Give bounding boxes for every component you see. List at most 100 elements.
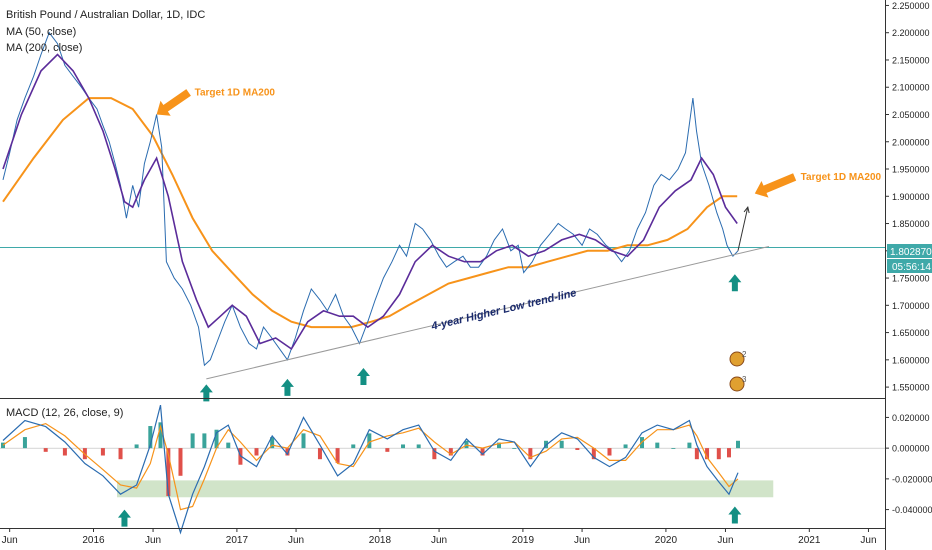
price-tick-label: 1.650000 [892, 328, 930, 338]
annotation-arrow [156, 89, 191, 116]
badge-count: 2 [742, 350, 747, 359]
macd-hist-bar [448, 448, 453, 456]
time-tick-label: 2016 [82, 535, 105, 546]
macd-hist-bar [575, 448, 580, 450]
time-tick-label: 2017 [226, 535, 249, 546]
price-pane: 2.250000 2.200000 2.150000 2.100000 2.050000… [0, 1, 932, 402]
price-tick-label: 1.550000 [892, 383, 930, 393]
macd-hist-bar [317, 448, 322, 460]
macd-hist-bar [285, 448, 290, 456]
up-arrow-icon [199, 384, 213, 402]
ma50-label: MA (50, close) [6, 26, 76, 38]
macd-hist-bar [623, 444, 628, 449]
price-header: British Pound / Australian Dollar, 1D, I… [6, 9, 205, 54]
macd-hist-bar [671, 448, 676, 449]
current-price-marker: 1.802870 05:56:14 [887, 244, 932, 273]
up-arrow-icon [728, 506, 742, 524]
price-tick-label: 1.950000 [892, 165, 930, 175]
price-tick-label: 1.900000 [892, 192, 930, 202]
annotation-label: Target 1D MA200 [801, 172, 882, 183]
macd-hist-bar [705, 448, 710, 460]
time-tick-label: Jun [574, 535, 590, 546]
macd-hist-bar [694, 448, 699, 460]
current-price-badge [887, 244, 932, 258]
up-arrow-icon [117, 509, 131, 527]
macd-hist-bar [158, 422, 163, 449]
up-arrow-icon [356, 368, 370, 386]
countdown: 05:56:14 [892, 262, 931, 273]
macd-tick-label: -0.040000 [892, 505, 932, 515]
macd-pane: 0.020000 0.000000 -0.020000 -0.040000 MACD … [0, 404, 932, 535]
macd-support-zone [117, 480, 774, 498]
macd-hist-bar [432, 448, 437, 460]
macd-hist-bar [385, 448, 390, 452]
projection-line [737, 207, 749, 251]
macd-up-arrows [117, 506, 742, 527]
chart-title: British Pound / Australian Dollar, 1D, I… [6, 9, 205, 21]
macd-hist-bar [301, 433, 306, 449]
price-tick-label: 2.050000 [892, 110, 930, 120]
macd-title: MACD (12, 26, close, 9) [6, 407, 123, 419]
macd-hist-bar [226, 442, 231, 449]
price-tick-label: 2.200000 [892, 28, 930, 38]
macd-hist-bar [335, 448, 340, 463]
price-tick-label: 1.700000 [892, 301, 930, 311]
macd-hist-bar [270, 437, 275, 449]
time-tick-label: 2021 [798, 535, 821, 546]
macd-hist-bar [512, 448, 517, 449]
trendline [206, 245, 770, 380]
macd-line [2, 404, 739, 535]
price-tick-label: 2.150000 [892, 55, 930, 65]
current-price: 1.802870 [890, 247, 932, 258]
macd-hist-bar [687, 442, 692, 449]
macd-hist-bar [655, 442, 660, 449]
time-tick-label: 2019 [512, 535, 535, 546]
badge-count: 3 [742, 375, 747, 384]
ma50-line [2, 53, 738, 351]
badge-icon[interactable] [729, 376, 745, 392]
macd-tick-label: 0.000000 [892, 444, 930, 454]
event-badges[interactable]: 2 3 [729, 350, 747, 392]
projection-arrow [737, 206, 750, 251]
annotation-label: Target 1D MA200 [195, 87, 276, 98]
macd-hist-bar [118, 448, 123, 460]
macd-hist-bar [166, 448, 171, 497]
price-series-line [2, 31, 739, 367]
macd-hist-bar [591, 448, 596, 460]
annotations: Target 1D MA200 Target 1D MA200 [156, 87, 882, 198]
macd-hist-bar [528, 448, 533, 460]
price-tick-label: 2.000000 [892, 137, 930, 147]
macd-hist-bar [100, 448, 105, 456]
time-tick-label: Jun [2, 535, 18, 546]
macd-hist-bar [134, 444, 139, 449]
macd-hist-bar [607, 448, 612, 456]
macd-hist-bar [716, 448, 721, 460]
time-tick-label: Jun [288, 535, 304, 546]
time-tick-label: Jun [145, 535, 161, 546]
price-tick-label: 1.850000 [892, 219, 930, 229]
time-tick-label: Jun [431, 535, 447, 546]
macd-hist-bar [43, 448, 48, 452]
badge-icon[interactable] [729, 351, 745, 367]
ma200-line [2, 97, 738, 329]
macd-tick-label: 0.020000 [892, 413, 930, 423]
macd-hist-bar [178, 448, 183, 476]
time-tick-label: 2018 [369, 535, 392, 546]
time-tick-label: Jun [860, 535, 876, 546]
macd-axis-ticks: 0.020000 0.000000 -0.020000 -0.040000 [885, 413, 932, 515]
trendline-label: 4-year Higher Low trend-line [429, 287, 577, 333]
price-up-arrows [199, 274, 742, 402]
annotation-arrow [754, 173, 797, 198]
price-tick-label: 1.750000 [892, 274, 930, 284]
macd-tick-label: -0.020000 [892, 474, 932, 484]
macd-hist-bar [62, 448, 67, 456]
time-tick-label: 2020 [655, 535, 678, 546]
macd-signal-line [2, 422, 739, 511]
price-axis-ticks: 2.250000 2.200000 2.150000 2.100000 2.050000… [885, 1, 930, 393]
macd-hist-bar [190, 433, 195, 449]
price-tick-label: 2.250000 [892, 1, 930, 11]
macd-hist-bar [367, 433, 372, 449]
macd-hist-bar [202, 433, 207, 449]
up-arrow-icon [280, 378, 294, 396]
